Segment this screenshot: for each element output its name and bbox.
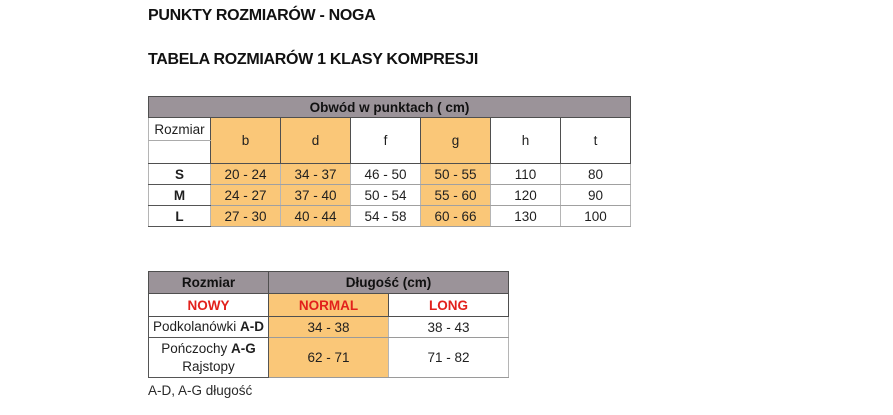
page-title: PUNKTY ROZMIARÓW - NOGA (148, 7, 376, 24)
table1-cell-b: 24 - 27 (210, 184, 281, 206)
table1-col-header-f: f (350, 117, 421, 164)
table1-size-label: L (148, 205, 211, 227)
table2-long-value: 38 - 43 (387, 316, 510, 338)
table1-cell-h: 130 (490, 205, 561, 227)
table2-subheader-nowy: NOWY (148, 293, 269, 317)
table2-normal-value: 62 - 71 (268, 337, 389, 378)
table2-length-header: Długość (cm) (267, 271, 510, 294)
table1-row-M: M 24 - 27 37 - 40 50 - 54 55 - 60 120 90 (148, 184, 632, 206)
table1-cell-f: 46 - 50 (350, 163, 421, 185)
length-table: Rozmiar Długość (cm) NOWY NORMAL LONG Po… (148, 271, 510, 378)
table1-cell-h: 110 (490, 163, 561, 185)
table1-cell-d: 34 - 37 (280, 163, 351, 185)
table1-size-label: S (148, 163, 211, 185)
footnote: A-D, A-G długość (148, 383, 253, 398)
table2-normal-value: 34 - 38 (268, 316, 389, 338)
product-name-range: A-G (231, 340, 256, 356)
table2-subheader-row: NOWY NORMAL LONG (148, 293, 510, 317)
table1-cell-d: 40 - 44 (280, 205, 351, 227)
table1-cell-t: 80 (559, 163, 632, 185)
product-name-line2: Rajstopy (182, 358, 235, 374)
product-name-text: Podkolanówki (152, 319, 241, 334)
table1-cell-f: 50 - 54 (350, 184, 421, 206)
table2-header-row: Rozmiar Długość (cm) (148, 271, 510, 294)
table2-size-header: Rozmiar (148, 271, 269, 294)
table1-row-L: L 27 - 30 40 - 44 54 - 58 60 - 66 130 10… (148, 205, 632, 227)
table1-col-header-b: b (210, 117, 281, 164)
table1-cell-h: 120 (490, 184, 561, 206)
table1-corner-empty-cell (148, 140, 211, 164)
table1-cell-d: 37 - 40 (280, 184, 351, 206)
table1-cell-g: 55 - 60 (420, 184, 491, 206)
table1-corner-empty-row (148, 140, 631, 164)
table1-cell-f: 54 - 58 (350, 205, 421, 227)
table2-row-ponczochy-rajstopy: Pończochy A-G Rajstopy 62 - 71 71 - 82 (148, 337, 510, 378)
table1-title: Obwód w punktach ( cm) (147, 96, 632, 118)
table1-cell-g: 60 - 66 (420, 205, 491, 227)
table2-product-name: Pończochy A-G Rajstopy (148, 337, 269, 378)
table1-corner-label: Rozmiar (148, 117, 211, 141)
product-name-range: A-D (240, 319, 265, 334)
product-name-line1: Pończochy A-G (150, 340, 268, 358)
table1-col-header-d: d (280, 117, 351, 164)
product-name-text: Pończochy (161, 340, 232, 356)
table1-col-header-t: t (559, 117, 632, 164)
section-title: TABELA ROZMIARÓW 1 KLASY KOMPRESJI (148, 51, 478, 68)
size-points-table: Obwód w punktach ( cm) Rozmiar b d f g h… (147, 96, 632, 227)
table1-col-header-h: h (490, 117, 561, 164)
table2-subheader-long: LONG (387, 293, 510, 317)
table1-title-row: Obwód w punktach ( cm) (147, 96, 632, 118)
table2-row-podkolanowki: Podkolanówki A-D 34 - 38 38 - 43 (148, 316, 510, 338)
table1-row-S: S 20 - 24 34 - 37 46 - 50 50 - 55 110 80 (148, 163, 632, 185)
table1-cell-t: 100 (559, 205, 632, 227)
table2-long-value: 71 - 82 (387, 337, 510, 378)
table2-product-name: Podkolanówki A-D (148, 316, 269, 338)
table1-size-label: M (148, 184, 211, 206)
table1-col-header-g: g (420, 117, 491, 164)
table2-subheader-normal: NORMAL (268, 293, 389, 317)
table1-cell-b: 20 - 24 (210, 163, 281, 185)
table1-cell-b: 27 - 30 (210, 205, 281, 227)
table1-cell-t: 90 (559, 184, 632, 206)
table1-column-header-row: Rozmiar b d f g h t (148, 117, 632, 164)
table1-cell-g: 50 - 55 (420, 163, 491, 185)
